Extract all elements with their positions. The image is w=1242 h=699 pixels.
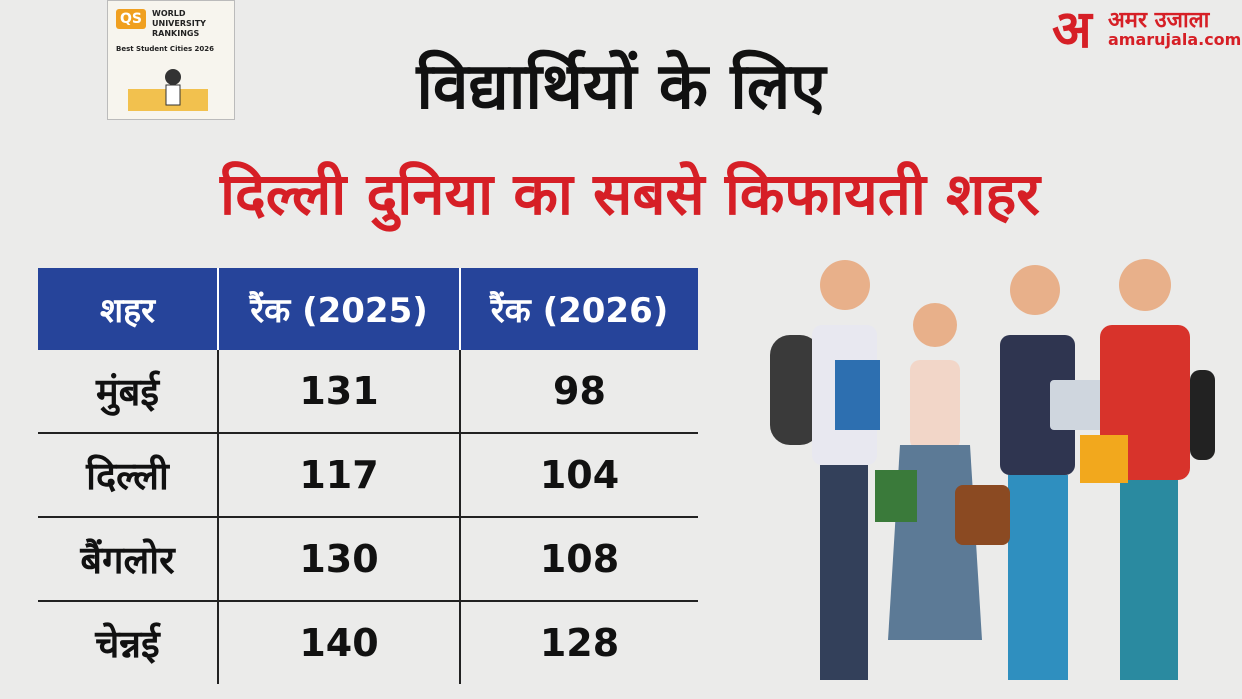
table-row: दिल्ली 117 104 <box>38 433 698 518</box>
rank-cell: 108 <box>459 517 698 602</box>
table-row: मुंबई 131 98 <box>38 350 698 434</box>
table-row: बैंगलोर 130 108 <box>38 517 698 602</box>
header-cell: रैंक (2025) <box>217 268 460 350</box>
students-illustration <box>770 259 1215 680</box>
brand-site: amarujala.com <box>1108 30 1242 49</box>
logo-illustration <box>128 69 208 111</box>
rank-cell: 98 <box>459 350 698 434</box>
rank-table: शहर रैंक (2025) रैंक (2026) मुंबई 131 98 दि… <box>38 268 698 684</box>
table-row: चेन्नई 140 128 <box>38 601 698 684</box>
city-cell: चेन्नई <box>95 622 160 666</box>
header-cell: रैंक (2026) <box>459 268 698 350</box>
brand-name: अमर उजाला <box>1108 8 1210 33</box>
city-cell: दिल्ली <box>38 433 218 518</box>
rank-cell: 117 <box>217 433 460 518</box>
rank-cell: 130 <box>217 517 460 602</box>
header-cell: शहर <box>38 268 218 350</box>
city-cell: बैंगलोर <box>38 517 218 602</box>
brand-mark: अ <box>1052 0 1092 60</box>
qs-logo: QS WORLD UNIVERSITY RANKINGS Best Studen… <box>107 0 235 120</box>
subtitle: दिल्ली दुनिया का सबसे किफायती शहर <box>219 160 1041 228</box>
city-cell: मुंबई <box>38 350 218 434</box>
title: विद्यार्थियों के लिए <box>416 50 826 124</box>
logo-subtitle: Best Student Cities 2026 <box>116 45 215 53</box>
logo-line: WORLD <box>152 9 186 18</box>
rank-cell: 104 <box>459 433 698 518</box>
rank-cell: 128 <box>459 601 698 684</box>
logo-mark: QS <box>116 9 146 29</box>
rank-cell: 140 <box>217 601 460 684</box>
rank-cell: 131 <box>217 350 460 434</box>
logo-line: UNIVERSITY <box>152 19 206 28</box>
header-row: शहर रैंक (2025) रैंक (2026) <box>38 268 698 350</box>
logo-line: RANKINGS <box>152 29 200 38</box>
